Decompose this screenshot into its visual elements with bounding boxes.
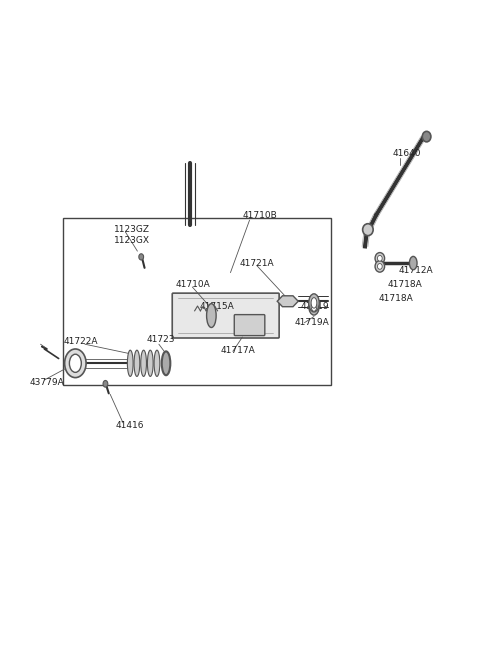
Ellipse shape <box>377 255 382 261</box>
Ellipse shape <box>422 132 431 142</box>
Ellipse shape <box>311 297 317 308</box>
Ellipse shape <box>134 350 140 377</box>
Text: 41640: 41640 <box>393 149 421 158</box>
Text: 41721A: 41721A <box>240 259 275 268</box>
FancyBboxPatch shape <box>172 293 279 338</box>
Ellipse shape <box>141 350 146 377</box>
Ellipse shape <box>127 350 133 377</box>
Ellipse shape <box>375 253 384 264</box>
Ellipse shape <box>309 297 319 315</box>
Ellipse shape <box>70 354 81 372</box>
Text: 41719A: 41719A <box>295 318 330 328</box>
Ellipse shape <box>375 261 384 272</box>
Text: 41717A: 41717A <box>221 346 256 355</box>
Text: 41710B: 41710B <box>242 211 277 220</box>
Ellipse shape <box>363 224 373 236</box>
Text: 1123GX: 1123GX <box>114 236 150 245</box>
Text: 41712A: 41712A <box>398 266 433 274</box>
Bar <box>63 217 331 384</box>
Polygon shape <box>277 296 298 307</box>
Text: 41416: 41416 <box>116 421 144 430</box>
Text: 41710A: 41710A <box>176 280 210 289</box>
Ellipse shape <box>65 349 86 378</box>
FancyBboxPatch shape <box>234 314 265 335</box>
Text: 43779A: 43779A <box>29 378 64 387</box>
Ellipse shape <box>206 304 216 328</box>
Ellipse shape <box>409 256 417 270</box>
Text: 41723: 41723 <box>147 335 176 344</box>
Ellipse shape <box>147 350 153 377</box>
Ellipse shape <box>311 301 317 311</box>
Ellipse shape <box>103 381 108 387</box>
Ellipse shape <box>162 351 170 375</box>
Text: 41718A: 41718A <box>388 280 423 289</box>
Text: 41715A: 41715A <box>199 301 234 310</box>
Text: 1123GZ: 1123GZ <box>114 225 150 234</box>
Ellipse shape <box>139 253 144 260</box>
Ellipse shape <box>154 350 160 377</box>
Ellipse shape <box>377 263 382 269</box>
Text: 41718A: 41718A <box>378 294 413 303</box>
Ellipse shape <box>309 294 319 312</box>
Text: 41722A: 41722A <box>63 337 98 346</box>
Text: 41719: 41719 <box>300 301 329 310</box>
